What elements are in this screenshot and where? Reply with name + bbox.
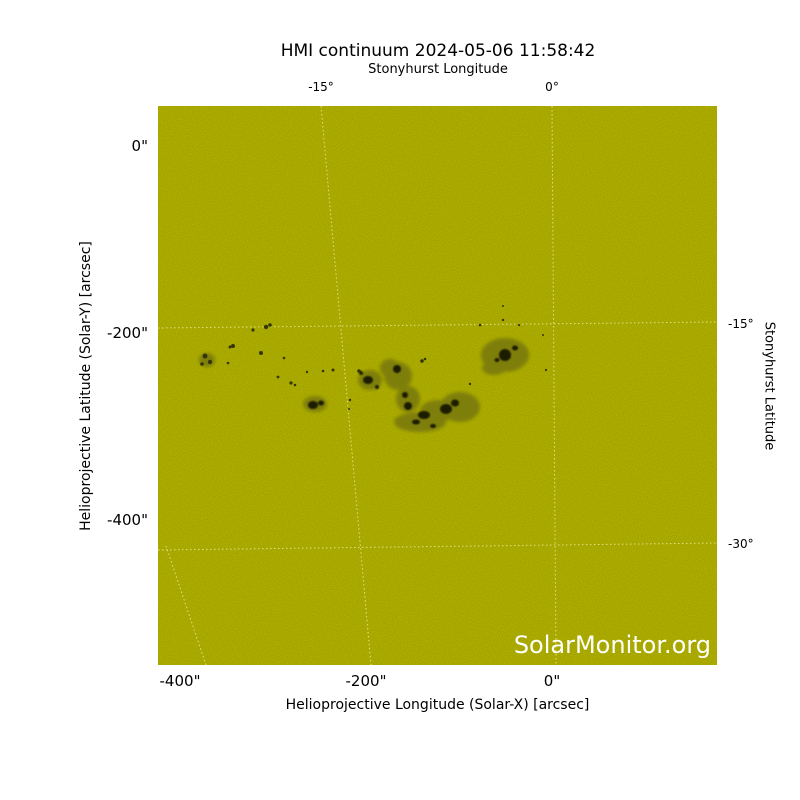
leading-spot-umbra [499, 349, 511, 361]
grid-lon-0 [551, 105, 557, 666]
solar-image-svg [157, 105, 718, 666]
solarmonitor-watermark: SolarMonitor.org [513, 631, 711, 659]
bottom-tick-0: 0" [543, 672, 561, 690]
left-tick-minus400: -400" [107, 511, 148, 529]
right-tick-minus30: -30° [728, 537, 754, 551]
figure-title: HMI continuum 2024-05-06 11:58:42 [280, 41, 596, 61]
top-axis-label: Stonyhurst Longitude [368, 62, 508, 77]
scattered-pores [200, 305, 548, 410]
grid-lon-minus30 [165, 545, 207, 666]
right-axis-label: Stonyhurst Latitude [761, 321, 777, 451]
right-tick-minus15: -15° [728, 317, 754, 331]
east-spot-umbra [440, 404, 452, 414]
central-spot-umbra [363, 376, 373, 384]
stonyhurst-grid [157, 105, 718, 666]
top-tick-minus15: -15° [308, 80, 334, 94]
left-tick-0: 0" [131, 137, 148, 155]
y-axis-label: Helioprojective Latitude (Solar-Y) [arcs… [78, 241, 94, 531]
bottom-tick-minus200: -200" [345, 672, 387, 690]
sunspot-umbrae [308, 345, 518, 428]
bottom-tick-minus400: -400" [159, 672, 201, 690]
granulation-texture [158, 106, 717, 665]
left-tick-minus200: -200" [107, 324, 148, 342]
top-tick-0: 0° [545, 80, 559, 94]
solar-continuum-image: SolarMonitor.org [157, 105, 718, 666]
grid-lat-minus30 [157, 542, 718, 551]
grid-lon-minus15 [320, 105, 372, 666]
x-axis-label: Helioprojective Longitude (Solar-X) [arc… [285, 697, 590, 713]
trailing-spot-umbra [308, 401, 318, 409]
grid-lat-minus15 [157, 321, 718, 329]
